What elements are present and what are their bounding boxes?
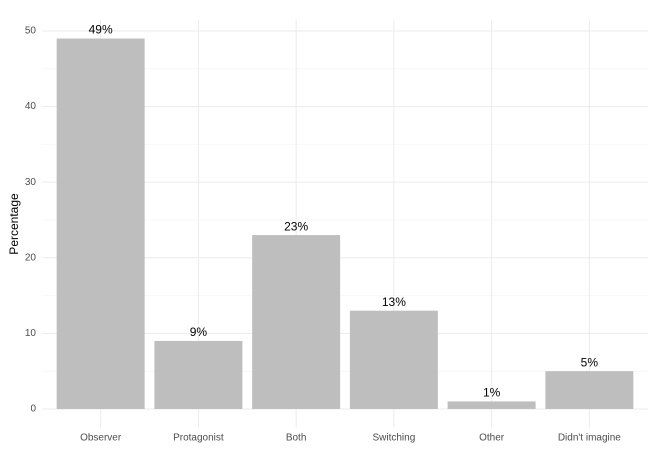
x-tick-label: Protagonist [173, 433, 224, 444]
y-axis-label: Percentage [7, 193, 21, 255]
value-label: 49% [89, 23, 113, 37]
bar [545, 371, 634, 409]
value-label: 1% [483, 386, 501, 400]
y-tick-label: 0 [30, 404, 36, 415]
y-tick-label: 40 [25, 101, 37, 112]
x-tick-label: Didn't imagine [558, 433, 621, 444]
x-tick-label: Observer [80, 433, 122, 444]
bar [56, 38, 145, 409]
y-tick-label: 50 [25, 26, 37, 37]
bar [252, 235, 341, 409]
value-label: 5% [581, 355, 599, 369]
bar [349, 310, 438, 409]
y-tick-label: 30 [25, 177, 37, 188]
y-tick-label: 10 [25, 328, 37, 339]
x-tick-label: Switching [372, 433, 415, 444]
bar [154, 340, 243, 409]
value-label: 9% [190, 325, 208, 339]
y-tick-label: 20 [25, 252, 37, 263]
x-tick-label: Other [479, 433, 505, 444]
value-label: 13% [382, 295, 406, 309]
bar [447, 401, 536, 409]
value-label: 23% [284, 219, 308, 233]
x-tick-label: Both [286, 433, 307, 444]
